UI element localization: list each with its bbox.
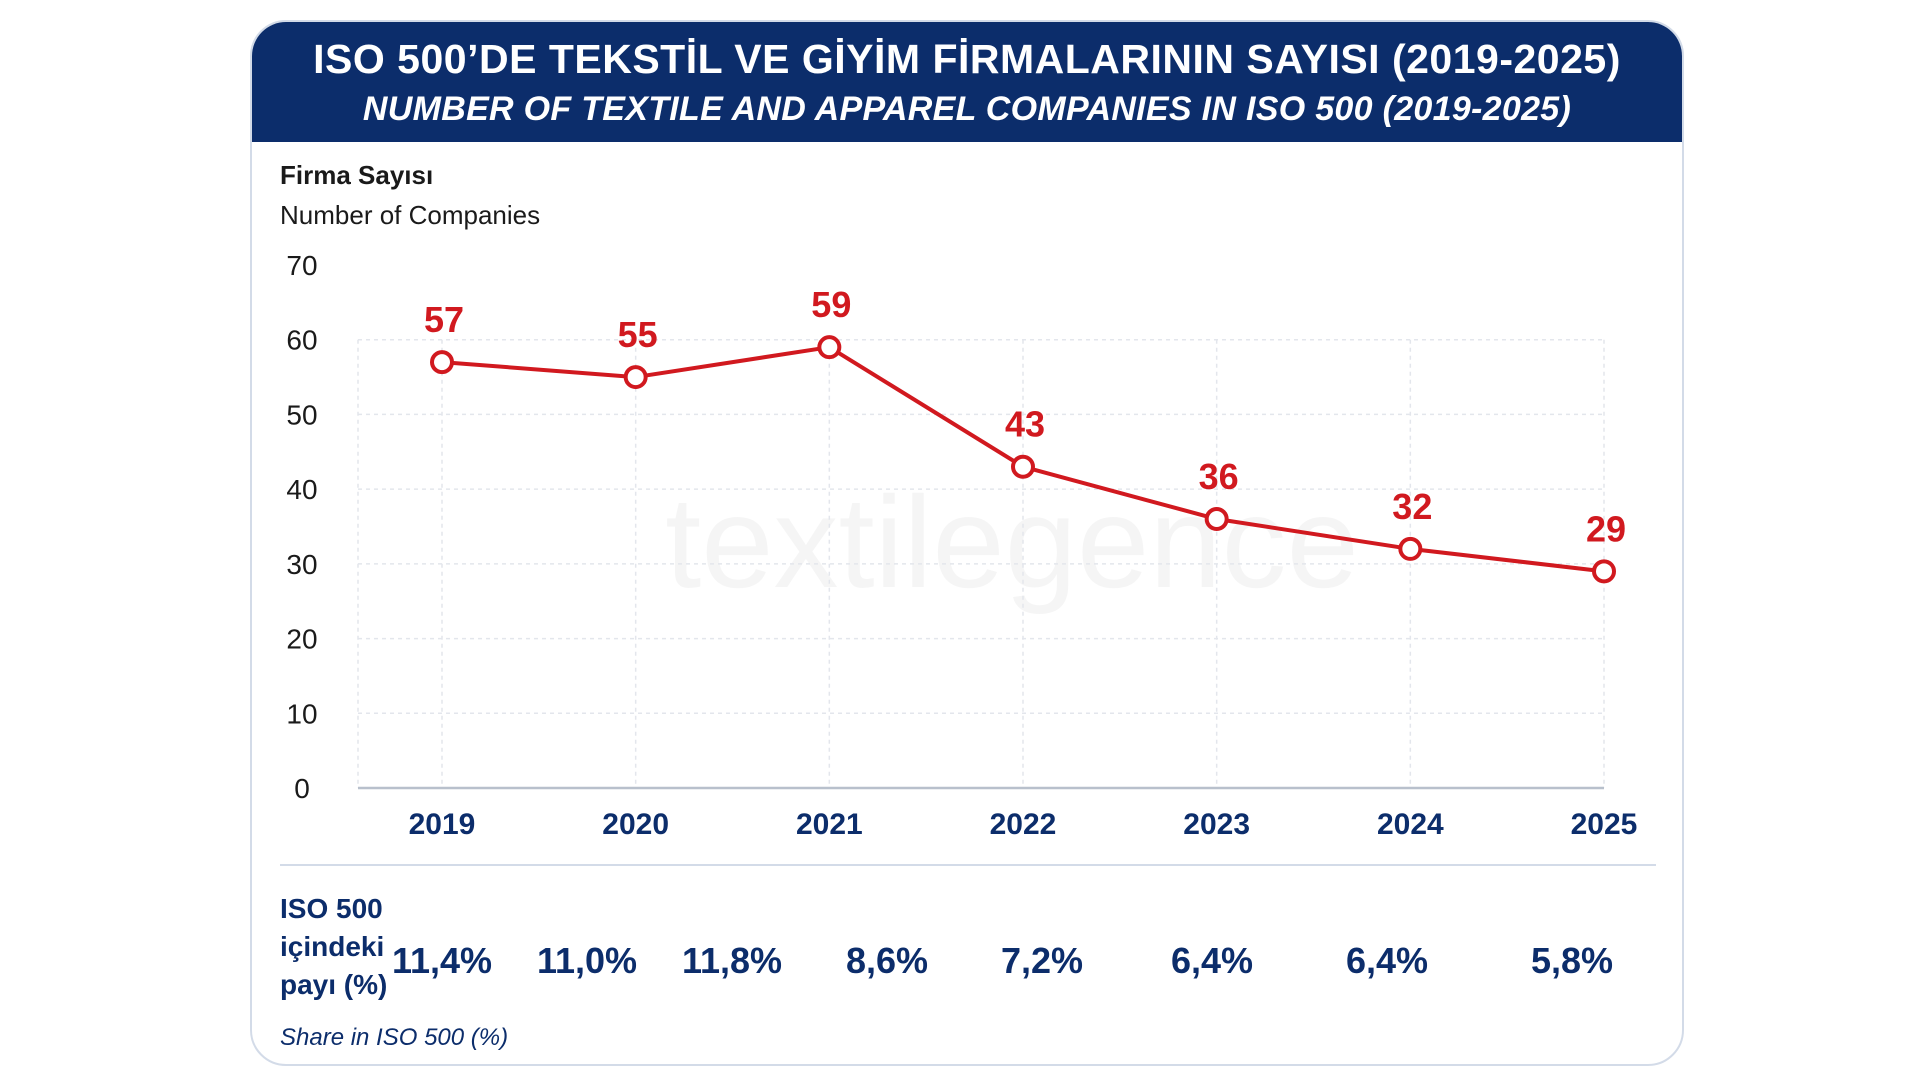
chart-card: ISO 500’DE TEKSTİL VE GİYİM FİRMALARININ…: [250, 20, 1684, 1066]
share-label-line: ISO 500: [280, 893, 383, 924]
divider: [280, 864, 1656, 866]
line-chart: textilegence 0 10 20 30 40 50 60 70 2019 2020 2021…: [286, 250, 1638, 841]
y-tick-label: 30: [286, 549, 317, 580]
y-tick-label: 60: [286, 325, 317, 356]
share-label-line: içindeki: [280, 931, 385, 962]
share-value: 11,8%: [681, 940, 783, 981]
x-tick-label: 2022: [990, 808, 1057, 841]
data-label: 29: [1586, 508, 1626, 549]
chart-subtitle: NUMBER OF TEXTILE AND APPAREL COMPANIES …: [362, 90, 1572, 128]
share-value: 6,4%: [1345, 940, 1429, 981]
y-tick-label: 70: [286, 250, 317, 281]
x-tick-label: 2024: [1377, 808, 1444, 841]
data-point: [1011, 454, 1035, 479]
share-value: 6,4%: [1170, 940, 1254, 981]
y-axis-label-en: Number of Companies: [280, 200, 541, 230]
y-tick-label: 50: [286, 399, 317, 430]
y-tick-label: 0: [294, 773, 310, 804]
y-tick-label: 40: [286, 474, 317, 505]
data-label: 43: [1005, 404, 1045, 445]
chart-header: ISO 500’DE TEKSTİL VE GİYİM FİRMALARININ…: [252, 22, 1682, 142]
data-label: 36: [1199, 456, 1239, 497]
share-label-line: payı (%): [280, 969, 388, 1000]
data-label: 57: [424, 299, 464, 340]
data-point: [1398, 536, 1423, 561]
chart-title: ISO 500’DE TEKSTİL VE GİYİM FİRMALARININ…: [313, 36, 1621, 82]
share-value: 7,2%: [1000, 940, 1084, 981]
data-point: [623, 365, 648, 390]
data-point: [1592, 559, 1616, 584]
data-point: [430, 350, 454, 375]
share-value: 11,0%: [536, 940, 638, 981]
data-label: 59: [811, 284, 851, 325]
share-value: 8,6%: [845, 940, 929, 981]
share-label: ISO 500 içindeki payı (%): [280, 890, 387, 1004]
y-tick-label: 20: [286, 624, 317, 655]
share-value: 5,8%: [1530, 940, 1614, 981]
data-label: 32: [1392, 486, 1432, 527]
data-point: [817, 335, 842, 360]
share-label-en: Share in ISO 500 (%): [280, 1024, 509, 1051]
share-value: 11,4%: [391, 940, 493, 981]
data-point: [1204, 507, 1229, 532]
y-axis-label: Firma Sayısı: [280, 160, 434, 190]
x-tick-label: 2023: [1183, 808, 1250, 841]
data-label: 55: [618, 314, 658, 355]
y-tick-label: 10: [286, 698, 317, 729]
watermark: textilegence: [665, 469, 1359, 615]
x-tick-label: 2021: [796, 808, 863, 841]
x-tick-label: 2019: [409, 808, 476, 841]
x-tick-label: 2025: [1571, 808, 1638, 841]
x-tick-label: 2020: [602, 808, 669, 841]
